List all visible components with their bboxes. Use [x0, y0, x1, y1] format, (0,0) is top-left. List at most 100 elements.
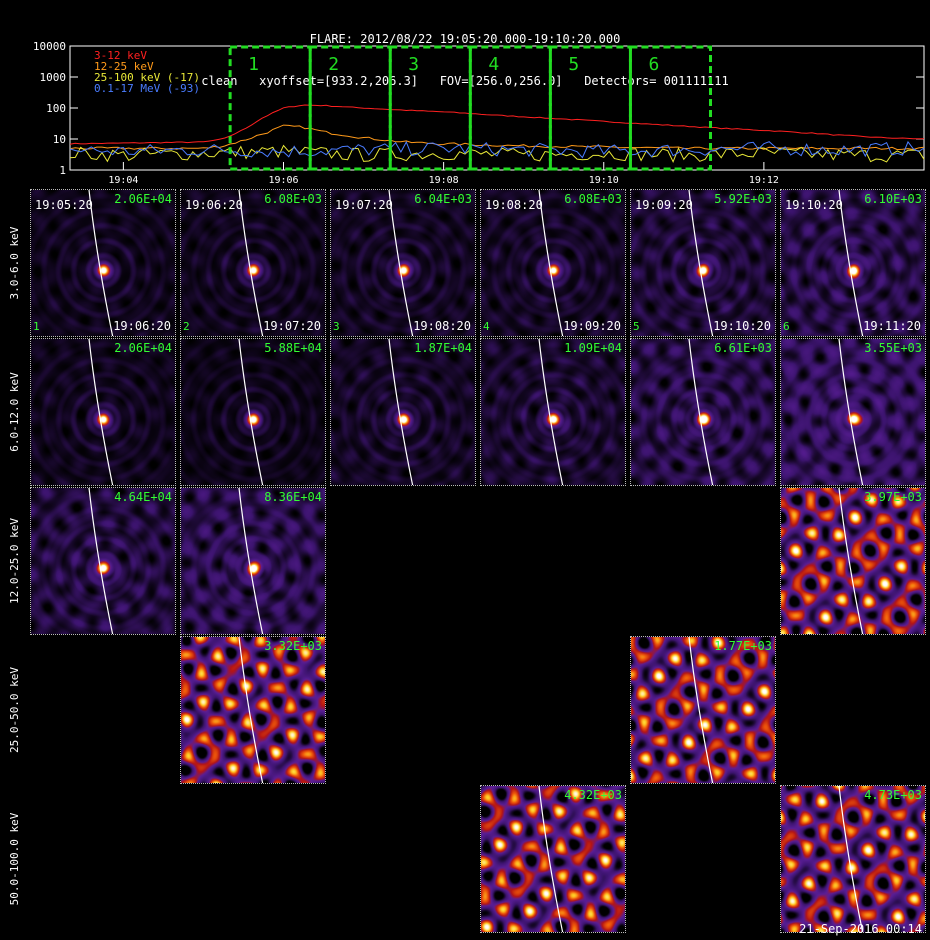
peak-value: 4.73E+03	[864, 788, 922, 802]
hxr-image	[181, 637, 325, 783]
hxr-image	[631, 637, 775, 783]
solar-limb-curve	[238, 488, 264, 634]
x-tick-label: 19:06	[268, 175, 298, 186]
interval-label: 6	[648, 54, 659, 75]
image-panel: 1.87E+04	[330, 338, 476, 486]
limb-overlay	[238, 488, 264, 634]
interval-label: 3	[408, 54, 419, 75]
interval-label: 2	[328, 54, 339, 75]
y-tick-label: 100	[46, 102, 66, 115]
interval-start-time: 19:10:20	[785, 198, 843, 212]
interval-end-time: 19:10:20	[713, 319, 771, 333]
series-line	[69, 140, 925, 159]
solar-limb-curve	[838, 786, 864, 932]
interval-number: 3	[333, 320, 340, 333]
hxr-image	[781, 339, 925, 485]
plot-header: FLARE: 2012/08/22 19:05:20.000-19:10:20.…	[0, 4, 930, 102]
x-tick-label: 19:10	[589, 175, 619, 186]
image-panel: 3.32E+03	[180, 636, 326, 784]
limb-overlay	[838, 339, 864, 485]
legend-entry: 3-12 keV	[94, 49, 147, 62]
energy-band-label: 50.0-100.0 keV	[8, 812, 21, 906]
solar-limb-curve	[688, 339, 714, 485]
energy-band-label: 3.0-6.0 keV	[8, 226, 21, 300]
interval-number: 4	[483, 320, 490, 333]
hxr-image	[631, 190, 775, 336]
peak-value: 5.92E+03	[714, 192, 772, 206]
interval-label: 4	[488, 54, 499, 75]
solar-limb-curve	[238, 190, 264, 336]
solar-limb-curve	[838, 488, 864, 634]
solar-limb-curve	[88, 339, 114, 485]
image-panel: 5.88E+04	[180, 338, 326, 486]
peak-value: 6.04E+03	[414, 192, 472, 206]
limb-overlay	[838, 488, 864, 634]
limb-overlay	[88, 488, 114, 634]
solar-limb-curve	[538, 786, 564, 932]
peak-value: 1.87E+04	[414, 341, 472, 355]
peak-value: 4.64E+04	[114, 490, 172, 504]
y-tick-label: 10000	[33, 42, 66, 53]
interval-box	[468, 45, 552, 171]
x-tick-label: 19:08	[429, 175, 459, 186]
interval-box	[548, 45, 632, 171]
hxr-image	[631, 339, 775, 485]
energy-band-label: 25.0-50.0 keV	[8, 666, 21, 754]
interval-end-time: 19:07:20	[263, 319, 321, 333]
hxr-image	[181, 339, 325, 485]
image-panel: 4.64E+04	[30, 487, 176, 635]
interval-number: 6	[783, 320, 790, 333]
peak-value: 1.77E+03	[714, 639, 772, 653]
peak-value: 2.06E+04	[114, 192, 172, 206]
interval-box	[308, 45, 392, 171]
interval-start-time: 19:05:20	[35, 198, 93, 212]
creation-timestamp: 21-Sep-2016 00:14	[799, 922, 922, 936]
energy-band-label: 12.0-25.0 keV	[8, 517, 21, 605]
y-tick-label: 10	[53, 133, 66, 146]
interval-end-time: 19:08:20	[413, 319, 471, 333]
limb-overlay	[688, 190, 714, 336]
solar-limb-curve	[838, 190, 864, 336]
solar-limb-curve	[538, 190, 564, 336]
peak-value: 3.97E+03	[864, 490, 922, 504]
image-panel: 3.55E+03	[780, 338, 926, 486]
peak-value: 4.32E+03	[564, 788, 622, 802]
solar-limb-curve	[88, 488, 114, 634]
interval-number: 5	[633, 320, 640, 333]
peak-value: 6.08E+03	[264, 192, 322, 206]
peak-value: 1.09E+04	[564, 341, 622, 355]
limb-overlay	[238, 339, 264, 485]
y-tick-label: 1000	[40, 71, 67, 84]
lightcurve-series	[69, 104, 925, 163]
limb-overlay	[538, 190, 564, 336]
limb-overlay	[88, 339, 114, 485]
legend-entry: 0.1-17 MeV (-93)	[94, 82, 200, 95]
solar-limb-curve	[688, 190, 714, 336]
hxr-image	[331, 339, 475, 485]
solar-limb-curve	[838, 339, 864, 485]
image-panel: 4.73E+03	[780, 785, 926, 933]
x-tick-label: 19:12	[749, 175, 779, 186]
hxr-image	[31, 190, 175, 336]
peak-value: 3.55E+03	[864, 341, 922, 355]
hxr-image	[31, 339, 175, 485]
lightcurve-axes: 10000 1000 100 10 1 19:04 19:06 19:08 19:10 19:12	[33, 42, 925, 186]
image-panel: 6.10E+03 19:10:20 19:11:20 6	[780, 189, 926, 337]
hxr-image	[331, 190, 475, 336]
image-panel: 4.32E+03	[480, 785, 626, 933]
hxr-image	[481, 190, 625, 336]
energy-band-label: 6.0-12.0 keV	[8, 372, 21, 452]
limb-overlay	[838, 190, 864, 336]
image-panel: 6.08E+03 19:06:20 19:07:20 2	[180, 189, 326, 337]
interval-end-time: 19:09:20	[563, 319, 621, 333]
interval-label: 1	[248, 54, 259, 75]
image-panel: 5.92E+03 19:09:20 19:10:20 5	[630, 189, 776, 337]
time-intervals: 1 2 3 4 5 6	[228, 45, 712, 171]
interval-start-time: 19:07:20	[335, 198, 393, 212]
limb-overlay	[838, 786, 864, 932]
hxr-image	[481, 786, 625, 932]
interval-label: 5	[568, 54, 579, 75]
peak-value: 3.32E+03	[264, 639, 322, 653]
image-panel: 2.06E+04 19:05:20 19:06:20 1	[30, 189, 176, 337]
